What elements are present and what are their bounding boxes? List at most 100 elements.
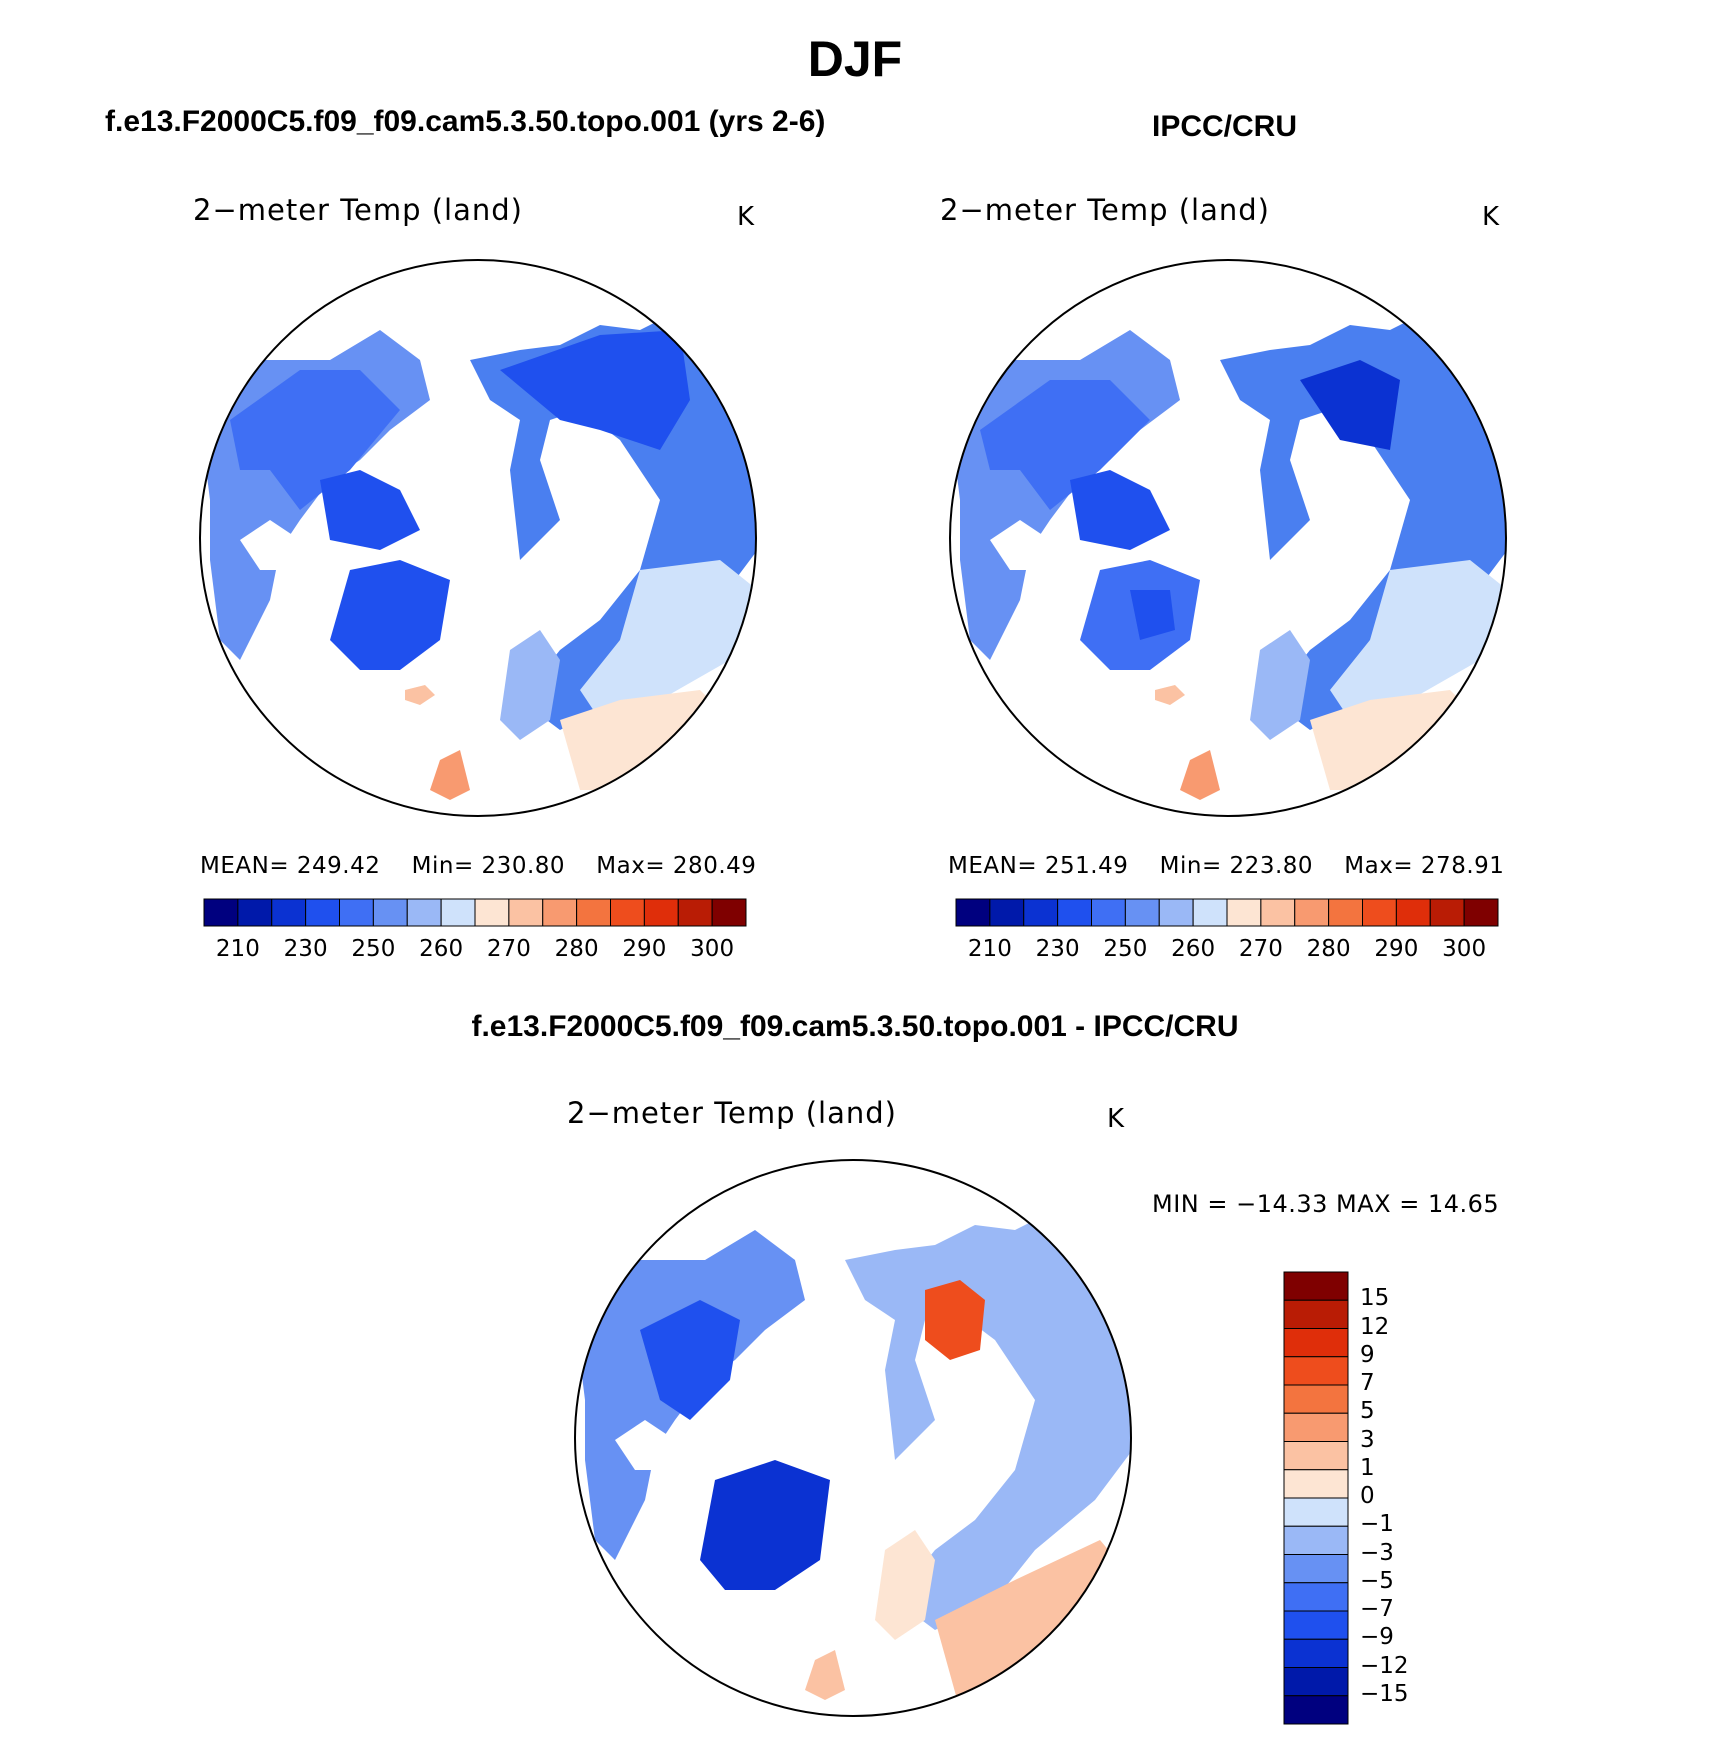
obs-colorbar-swatch [1395,898,1431,927]
model-case-title: f.e13.F2000C5.f09_f09.cam5.3.50.topo.001… [105,105,826,138]
diff-range-text: MIN = −14.33 MAX = 14.65 [1152,1190,1500,1218]
obs-dataset-title: IPCC/CRU [1152,110,1298,143]
model-colorbar [203,898,747,927]
diff-colorbar-tick-label: −5 [1360,1567,1394,1594]
diff-colorbar-tick-label: −7 [1360,1596,1394,1622]
obs-colorbar-swatch [1294,898,1330,927]
obs-min-value: 223.80 [1229,853,1314,879]
model-colorbar-tick-label: 270 [486,936,531,962]
model-units-label: K [737,202,755,232]
obs-arctic-archipelago [1070,470,1170,550]
diff-siberia-warm-anomaly [925,1280,985,1360]
obs-colorbar-swatch [1362,898,1397,927]
model-colorbar-tick-label: 280 [554,936,599,962]
diff-colorbar-swatch [1283,1525,1349,1555]
model-colorbar-swatch [508,898,544,927]
obs-colorbar-swatch [1328,898,1363,927]
diff-colorbar-tick-label: 3 [1360,1426,1375,1453]
model-colorbar-swatch [271,898,307,927]
diff-colorbar-swatch [1283,1299,1349,1329]
diff-britain [805,1650,845,1700]
model-mean-label: MEAN= [200,853,290,879]
diff-colorbar-tick-label: −1 [1360,1511,1394,1538]
model-colorbar-swatch [406,898,442,927]
model-britain [430,750,470,800]
diff-colorbar-swatch [1283,1610,1349,1640]
model-colorbar-swatch [305,898,340,927]
obs-colorbar-swatch [1429,898,1465,927]
diff-colorbar-swatch [1283,1695,1349,1725]
model-variable-label: 2−meter Temp (land) [193,193,523,227]
model-stats: MEAN= 249.42 Min= 230.80 Max= 280.49 [200,853,756,879]
obs-mean-label: MEAN= [948,853,1038,879]
model-colorbar-tick-label: 300 [690,936,735,962]
model-scandinavia [500,630,560,740]
model-colorbar-swatch [474,898,510,927]
diff-canada-cold-anomaly [640,1300,740,1420]
model-min-value: 230.80 [481,853,566,879]
model-colorbar-swatch [203,898,239,927]
obs-colorbar-swatch [1192,898,1228,927]
diff-colorbar-swatch [1283,1638,1349,1668]
obs-colorbar-swatch [1260,898,1296,927]
obs-colorbar-swatch [1124,898,1160,927]
diff-colorbar [1283,1271,1349,1725]
obs-colorbar-tick-label: 210 [967,936,1012,962]
diff-scandinavia [875,1530,935,1640]
obs-stats: MEAN= 251.49 Min= 223.80 Max= 278.91 [948,853,1504,879]
obs-mean-value: 251.49 [1044,853,1129,879]
model-colorbar-swatch [711,898,747,927]
diff-colorbar-tick-label: −15 [1360,1680,1409,1707]
model-max-value: 280.49 [672,853,757,879]
model-colorbar-swatch [677,898,713,927]
model-canada-cold [230,370,400,510]
model-colorbar-tick-label: 210 [215,936,260,962]
model-colorbar-swatch [339,898,374,927]
obs-colorbar-swatch [1057,898,1092,927]
obs-min-label: Min= [1159,853,1222,879]
diff-colorbar-swatch [1283,1412,1349,1442]
model-mean-value: 249.42 [296,853,381,879]
diff-colorbar-swatch [1283,1271,1349,1301]
diff-colorbar-tick-label: 0 [1360,1483,1375,1509]
diff-colorbar-swatch [1283,1441,1349,1471]
diff-colorbar-swatch [1283,1356,1349,1386]
obs-colorbar-swatch [1091,898,1126,927]
diff-colorbar-swatch [1283,1582,1349,1612]
model-colorbar-tick-label: 290 [622,936,667,962]
diff-colorbar-tick-label: 7 [1360,1370,1375,1396]
model-arctic-archipelago [320,470,420,550]
model-colorbar-swatch [372,898,408,927]
diff-colorbar-tick-label: −12 [1360,1652,1409,1679]
obs-colorbar-swatch [1463,898,1499,927]
model-colorbar-swatch [542,898,578,927]
model-max-label: Max= [596,853,666,879]
diff-hudson-bay [615,1420,675,1470]
obs-colorbar-swatch [1023,898,1059,927]
diff-colorbar-tick-label: 1 [1360,1454,1375,1481]
model-siberia-cold [500,330,690,450]
diff-colorbar-tick-label: 12 [1360,1313,1390,1340]
diff-colorbar-tick-label: −9 [1360,1624,1394,1651]
obs-colorbar-tick-label: 230 [1035,936,1080,962]
obs-europe-warm [1330,560,1506,720]
obs-variable-label: 2−meter Temp (land) [940,193,1270,227]
obs-colorbar [955,898,1499,927]
obs-max-label: Max= [1344,853,1414,879]
model-polar-map [199,259,757,817]
obs-units-label: K [1482,202,1500,232]
obs-siberia-cold [1300,360,1400,450]
obs-colorbar-tick-label: 260 [1171,936,1216,962]
diff-colorbar-tick-label: 5 [1360,1398,1375,1425]
model-colorbar-tick-label: 230 [283,936,328,962]
obs-colorbar-tick-label: 270 [1238,936,1283,962]
diff-colorbar-swatch [1283,1384,1349,1414]
model-greenland [330,560,450,670]
diff-polar-map [574,1159,1132,1717]
model-colorbar-tick-label: 260 [419,936,464,962]
obs-canada-cold [980,380,1150,510]
model-colorbar-swatch [440,898,476,927]
obs-colorbar-swatch [955,898,991,927]
obs-colorbar-tick-label: 290 [1374,936,1419,962]
